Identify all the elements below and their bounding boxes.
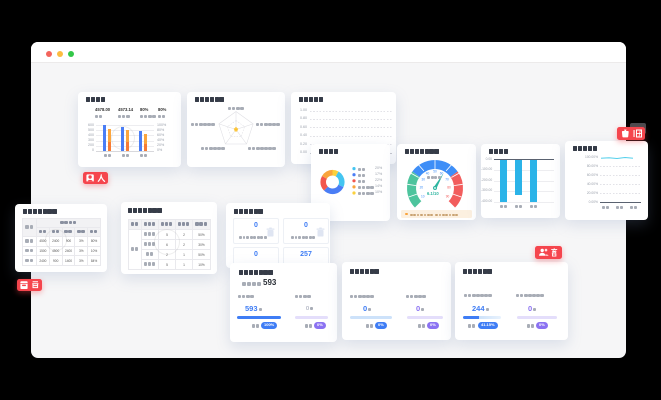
svg-text:10: 10 — [421, 195, 425, 199]
svg-text:40: 40 — [426, 172, 430, 176]
svg-text:90: 90 — [446, 195, 450, 199]
svg-text:20: 20 — [420, 186, 424, 190]
svg-text:50: 50 — [433, 170, 437, 174]
svg-text:30: 30 — [422, 177, 426, 181]
svg-text:80: 80 — [447, 186, 451, 190]
svg-text:70: 70 — [445, 177, 449, 181]
svg-text:60: 60 — [440, 172, 444, 176]
